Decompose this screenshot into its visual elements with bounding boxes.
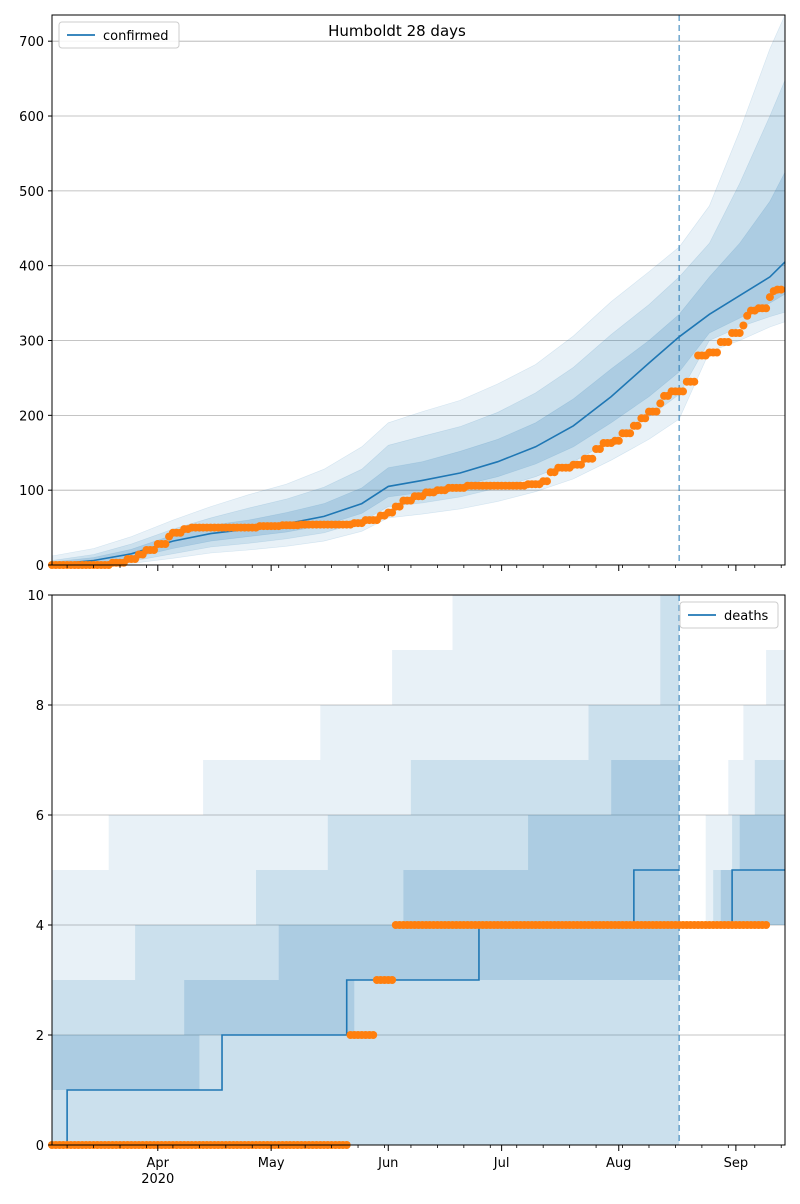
forecast-band-1	[679, 650, 785, 925]
legend-label: deaths	[724, 609, 769, 624]
observed-point	[543, 477, 551, 486]
legend: deaths	[679, 601, 779, 629]
x-tick-label: 2020	[141, 1172, 174, 1187]
confidence-band-3	[52, 760, 680, 1090]
plot-frame	[51, 594, 786, 1146]
observed-point	[577, 460, 585, 469]
y-tick-label: 10	[27, 589, 44, 604]
chart-title: Humboldt 28 days	[328, 22, 466, 40]
x-tick-label: Aug	[606, 1156, 631, 1171]
y-tick-label: 4	[36, 919, 44, 934]
legend-label: confirmed	[103, 29, 169, 44]
y-tick-label: 500	[19, 185, 44, 200]
confidence-band-2	[52, 595, 785, 1145]
observed-point	[765, 293, 774, 302]
forecast-band-2	[679, 760, 785, 925]
model-line	[52, 869, 680, 1146]
y-tick-label: 0	[36, 1139, 44, 1154]
observed-point	[150, 546, 158, 554]
observed-point	[633, 421, 642, 430]
legend-box	[58, 21, 180, 49]
observed-point	[595, 445, 604, 453]
observed-point	[735, 329, 744, 337]
observed-point	[713, 348, 721, 357]
x-tick-label: Apr	[147, 1156, 170, 1171]
observed-point	[762, 304, 771, 313]
observed-point	[388, 508, 397, 517]
model-line	[51, 261, 786, 566]
observed-point	[656, 399, 665, 408]
observed-point	[388, 976, 397, 984]
y-tick-label: 200	[19, 409, 44, 424]
x-tick-label: Jun	[377, 1156, 398, 1171]
observed-point	[724, 338, 733, 346]
y-tick-label: 2	[36, 1029, 44, 1044]
observed-point	[777, 285, 786, 294]
confidence-band-1	[52, 595, 785, 1145]
observed-point	[652, 407, 661, 416]
x-tick-label: Sep	[724, 1156, 749, 1171]
y-tick-label: 700	[19, 35, 44, 50]
y-tick-label: 8	[36, 699, 44, 714]
observed-point	[614, 436, 623, 445]
y-tick-label: 400	[19, 260, 44, 275]
observed-point	[395, 502, 404, 511]
observed-point	[641, 414, 650, 423]
observed-point	[690, 377, 699, 386]
plot-frame	[51, 14, 786, 566]
y-tick-label: 300	[19, 335, 44, 350]
x-tick-label: May	[258, 1156, 285, 1171]
observed-point	[161, 540, 170, 548]
y-tick-label: 600	[19, 110, 44, 125]
observed-point	[369, 1031, 378, 1039]
observed-point	[739, 321, 748, 330]
observed-point	[762, 921, 771, 929]
observed-point	[679, 387, 687, 396]
confirmed-panel: 0 100 200 300 400 500 600 700 Humboldt 28 days co…	[19, 14, 786, 574]
legend: confirmed	[58, 21, 180, 49]
observed-point	[626, 429, 635, 438]
legend-box	[679, 601, 779, 629]
y-tick-label: 0	[36, 559, 44, 574]
y-tick-label: 100	[19, 484, 44, 499]
y-tick-label: 6	[36, 809, 44, 824]
x-tick-label: Jul	[493, 1156, 510, 1171]
observed-point	[588, 454, 597, 463]
